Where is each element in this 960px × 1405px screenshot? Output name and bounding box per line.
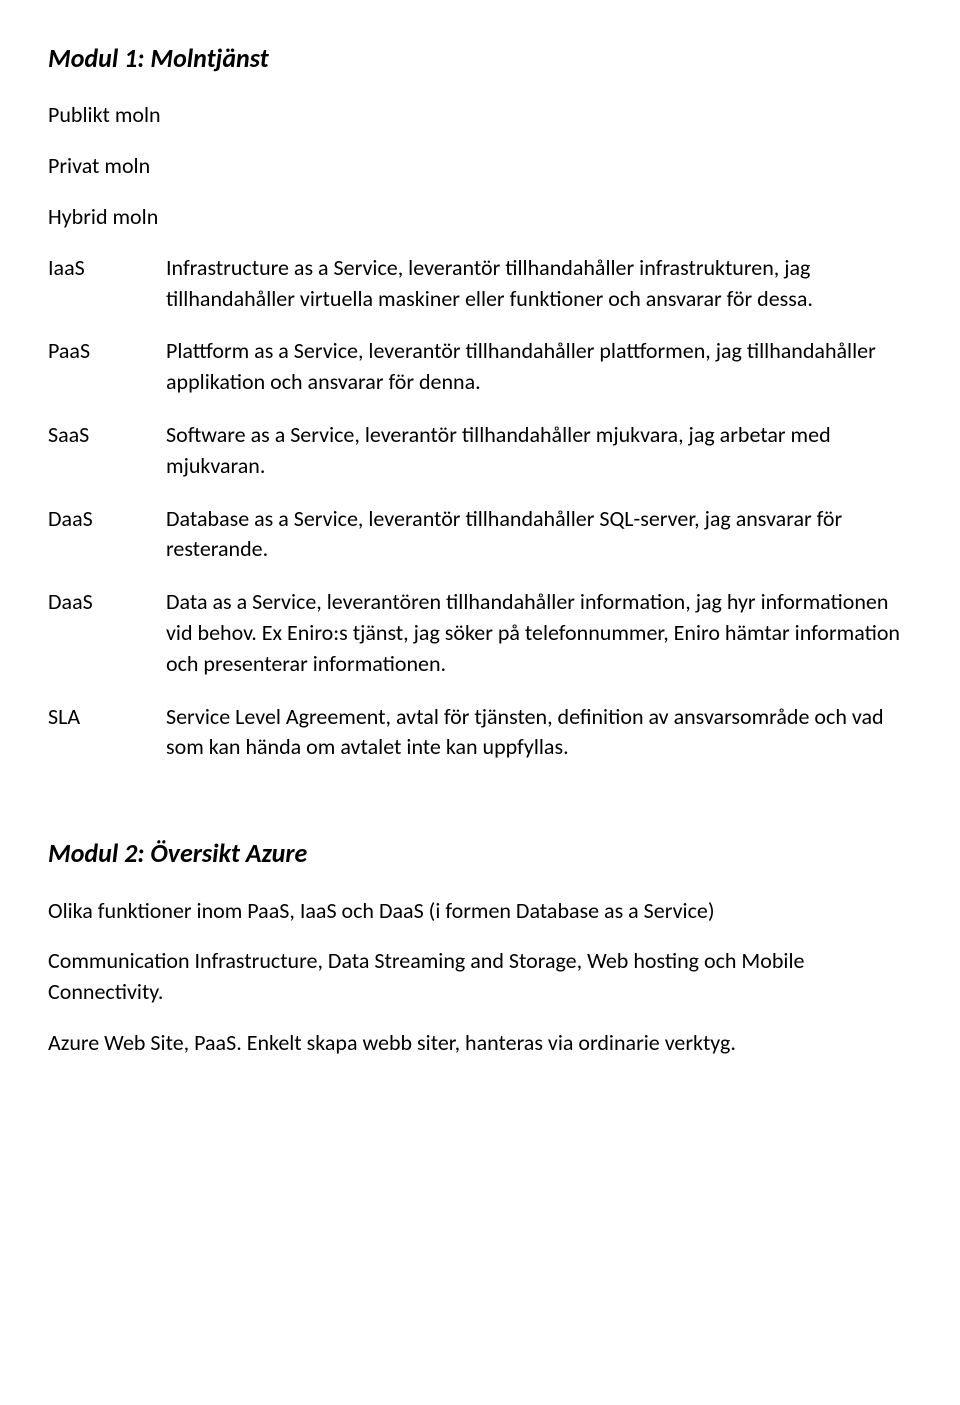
- term-definition: Database as a Service, leverantör tillha…: [166, 504, 912, 566]
- term-row: IaaS Infrastructure as a Service, levera…: [48, 253, 912, 315]
- term-definition: Software as a Service, leverantör tillha…: [166, 420, 912, 482]
- term-label: PaaS: [48, 336, 166, 398]
- module1-heading: Modul 1: Molntjänst: [48, 40, 912, 76]
- module2-paragraph: Olika funktioner inom PaaS, IaaS och Daa…: [48, 896, 912, 927]
- term-row: SLA Service Level Agreement, avtal för t…: [48, 702, 912, 764]
- term-row: PaaS Plattform as a Service, leverantör …: [48, 336, 912, 398]
- module2-heading: Modul 2: Översikt Azure: [48, 835, 912, 871]
- term-definition: Plattform as a Service, leverantör tillh…: [166, 336, 912, 398]
- intro-line: Privat moln: [48, 151, 912, 182]
- term-label: IaaS: [48, 253, 166, 315]
- term-definition: Data as a Service, leverantören tillhand…: [166, 587, 912, 679]
- intro-line: Publikt moln: [48, 100, 912, 131]
- term-row: DaaS Data as a Service, leverantören til…: [48, 587, 912, 679]
- term-label: DaaS: [48, 504, 166, 566]
- term-row: DaaS Database as a Service, leverantör t…: [48, 504, 912, 566]
- module2-paragraph: Communication Infrastructure, Data Strea…: [48, 946, 912, 1008]
- term-definition: Service Level Agreement, avtal för tjäns…: [166, 702, 912, 764]
- term-label: SLA: [48, 702, 166, 764]
- term-label: SaaS: [48, 420, 166, 482]
- term-row: SaaS Software as a Service, leverantör t…: [48, 420, 912, 482]
- intro-line: Hybrid moln: [48, 202, 912, 233]
- module2-paragraph: Azure Web Site, PaaS. Enkelt skapa webb …: [48, 1028, 912, 1059]
- term-label: DaaS: [48, 587, 166, 679]
- term-definition: Infrastructure as a Service, leverantör …: [166, 253, 912, 315]
